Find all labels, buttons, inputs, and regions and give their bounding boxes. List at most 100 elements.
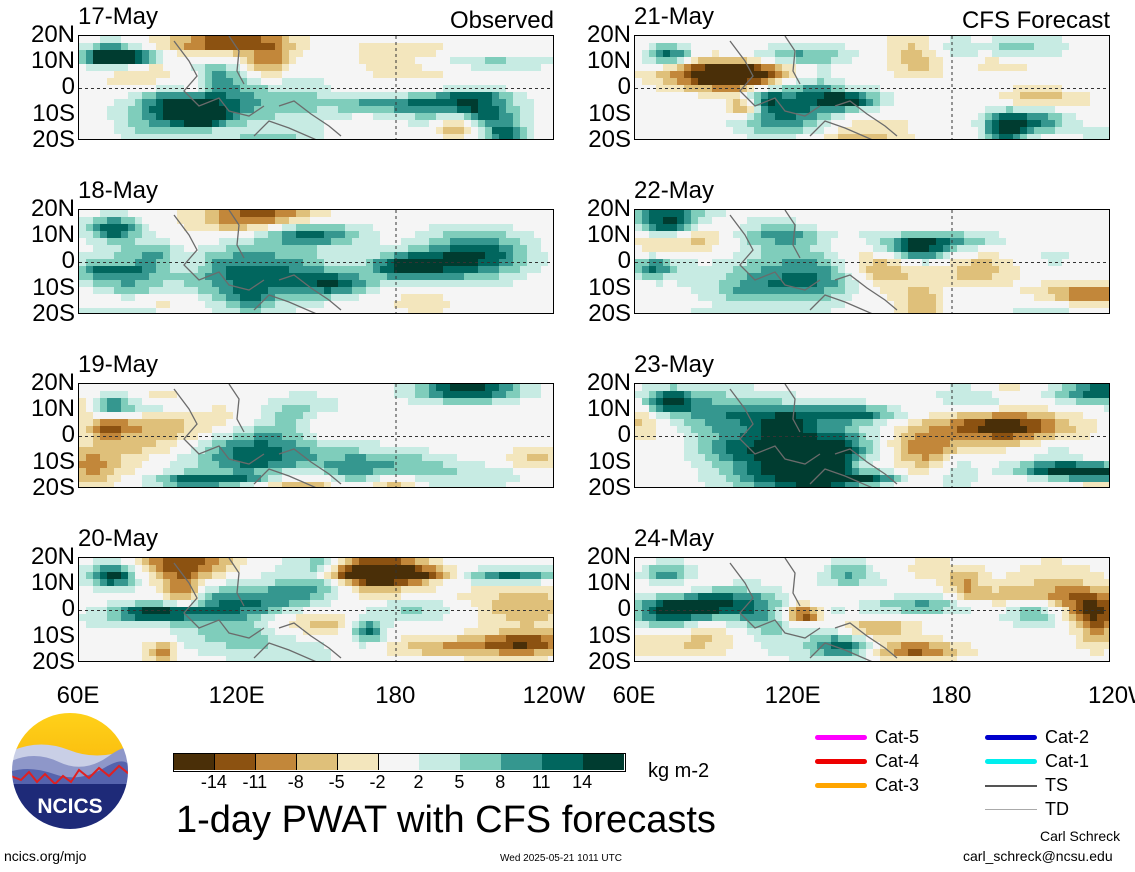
colorbar-tick-label: 8 <box>495 772 506 792</box>
pwat-map-fc-1 <box>635 36 1109 139</box>
lat-label: 20N <box>586 21 631 48</box>
map-panel-fc-2 <box>634 209 1110 314</box>
lon-label: 120E <box>208 682 265 709</box>
lat-label: 20S <box>588 474 631 501</box>
colorbar-tick-label: 2 <box>413 772 424 792</box>
lat-label: 0 <box>617 421 631 448</box>
timestamp: Wed 2025-05-21 1011 UTC <box>500 853 622 864</box>
storm-legend-label: TD <box>1045 799 1069 819</box>
colorbar-swatch <box>460 754 502 770</box>
colorbar-swatch <box>583 754 625 770</box>
logo-text: NCICS <box>37 795 102 818</box>
colorbar-swatch <box>214 754 257 770</box>
map-panel-fc-3 <box>634 383 1110 488</box>
lat-label: 0 <box>61 73 75 100</box>
colorbar-swatch <box>174 754 216 770</box>
author-name: Carl Schreck <box>1040 828 1121 844</box>
colorbar-swatch <box>296 754 339 770</box>
lat-label: 20N <box>586 369 631 396</box>
colorbar-tick-label: 11 <box>531 772 551 792</box>
lat-label: 20N <box>30 21 75 48</box>
lat-label: 0 <box>61 595 75 622</box>
storm-legend-label: Cat-5 <box>875 727 920 747</box>
pwat-map-fc-4 <box>635 558 1109 661</box>
map-panel-fc-1 <box>634 35 1110 140</box>
site-url[interactable]: ncics.org/mjo <box>4 848 87 864</box>
lon-label: 60E <box>56 682 100 709</box>
storm-legend-label: TS <box>1045 775 1069 795</box>
lat-label: 20S <box>588 126 631 153</box>
storm-legend-line <box>985 809 1037 810</box>
storm-legend-label: Cat-3 <box>875 775 920 795</box>
storm-legend-label: Cat-1 <box>1045 751 1090 771</box>
storm-legend-line <box>815 735 867 740</box>
colorbar-swatch <box>337 754 380 770</box>
map-panel-obs-3 <box>78 383 554 488</box>
lat-label: 0 <box>617 595 631 622</box>
colorbar-tick-label: -2 <box>369 772 386 792</box>
panel-date-fc-2: 22-May <box>634 177 715 204</box>
ncics-logo: NCICS <box>9 710 131 832</box>
panel-date-fc-1: 21-May <box>634 3 715 30</box>
lat-label: 10N <box>30 221 75 248</box>
panel-date-fc-4: 24-May <box>634 525 715 552</box>
colorbar-tick-label: -5 <box>328 772 345 792</box>
lat-label: 20S <box>588 300 631 327</box>
lat-label: 10N <box>586 221 631 248</box>
map-panel-obs-4 <box>78 557 554 662</box>
pwat-map-obs-3 <box>79 384 553 487</box>
storm-legend-line <box>985 759 1037 764</box>
colorbar-swatch <box>542 754 584 770</box>
lat-label: 20S <box>32 126 75 153</box>
lat-label: 10S <box>32 274 75 301</box>
observed-label: Observed <box>449 7 554 34</box>
lat-label: 20N <box>30 369 75 396</box>
lat-label: 0 <box>617 247 631 274</box>
colorbar-swatch <box>419 754 461 770</box>
figure-title: 1-day PWAT with CFS forecasts <box>176 799 716 841</box>
lat-label: 10N <box>586 47 631 74</box>
lat-label: 20N <box>30 543 75 570</box>
colorbar-swatch <box>255 754 298 770</box>
lat-label: 20N <box>586 195 631 222</box>
storm-legend-label: Cat-4 <box>875 751 920 771</box>
lat-label: 20N <box>586 543 631 570</box>
storm-legend-line <box>985 785 1037 787</box>
lat-label: 20S <box>32 474 75 501</box>
storm-legend-line <box>815 759 867 764</box>
map-panel-obs-2 <box>78 209 554 314</box>
panel-date-obs-1: 17-May <box>78 3 159 30</box>
colorbar-tick-label: -8 <box>287 772 304 792</box>
lat-label: 0 <box>617 73 631 100</box>
lat-label: 10N <box>30 47 75 74</box>
colorbar-tick-label: 14 <box>572 772 593 792</box>
lat-label: 10S <box>588 622 631 649</box>
colorbar-swatch <box>378 754 420 770</box>
lat-label: 10S <box>588 448 631 475</box>
lon-label: 120W <box>522 682 586 709</box>
lon-label: 120E <box>764 682 821 709</box>
lat-label: 10N <box>586 569 631 596</box>
lat-label: 10S <box>588 100 631 127</box>
lat-label: 20S <box>32 648 75 675</box>
panel-date-obs-3: 19-May <box>78 351 159 378</box>
forecast-label: CFS Forecast <box>961 7 1110 34</box>
storm-legend-line <box>815 783 867 788</box>
map-panel-obs-1 <box>78 35 554 140</box>
lat-label: 0 <box>61 247 75 274</box>
colorbar <box>173 753 626 772</box>
author-email[interactable]: carl_schreck@ncsu.edu <box>963 848 1113 864</box>
storm-legend-line <box>985 735 1037 740</box>
panel-date-obs-4: 20-May <box>78 525 159 552</box>
pwat-map-obs-1 <box>79 36 553 139</box>
map-panel-fc-4 <box>634 557 1110 662</box>
lat-label: 10S <box>32 100 75 127</box>
lon-label: 60E <box>612 682 656 709</box>
lat-label: 10N <box>586 395 631 422</box>
colorbar-tick-label: -14 <box>200 772 227 792</box>
lat-label: 10N <box>30 569 75 596</box>
panel-date-fc-3: 23-May <box>634 351 715 378</box>
lat-label: 10S <box>32 448 75 475</box>
colorbar-tick-label: -11 <box>242 772 268 792</box>
panel-date-obs-2: 18-May <box>78 177 159 204</box>
